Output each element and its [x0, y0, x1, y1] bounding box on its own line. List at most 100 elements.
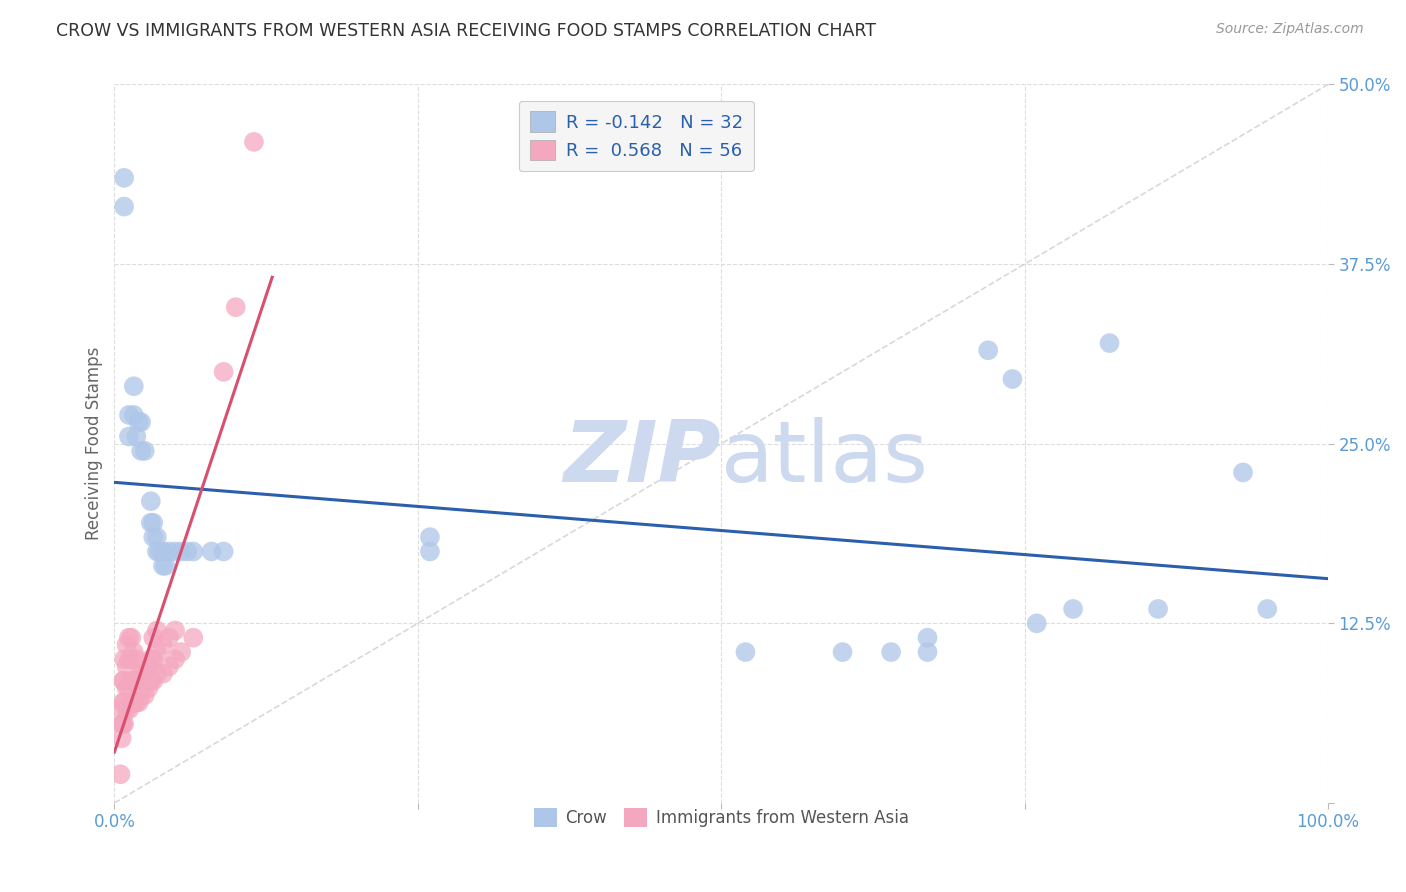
Point	[200, 544, 222, 558]
Point	[831, 645, 853, 659]
Point	[146, 645, 169, 659]
Point	[212, 544, 235, 558]
Point	[112, 695, 135, 709]
Point	[125, 429, 148, 443]
Point	[142, 516, 165, 530]
Point	[152, 638, 174, 652]
Point	[115, 702, 138, 716]
Point	[120, 695, 142, 709]
Point	[152, 666, 174, 681]
Point	[115, 681, 138, 695]
Point	[134, 666, 156, 681]
Point	[152, 544, 174, 558]
Point	[146, 544, 169, 558]
Point	[112, 652, 135, 666]
Point	[128, 673, 150, 688]
Point	[1001, 372, 1024, 386]
Point	[157, 631, 180, 645]
Point	[122, 408, 145, 422]
Point	[118, 702, 141, 716]
Point	[128, 415, 150, 429]
Point	[115, 638, 138, 652]
Point	[977, 343, 1000, 358]
Point	[112, 717, 135, 731]
Text: CROW VS IMMIGRANTS FROM WESTERN ASIA RECEIVING FOOD STAMPS CORRELATION CHART: CROW VS IMMIGRANTS FROM WESTERN ASIA REC…	[56, 22, 876, 40]
Point	[155, 558, 177, 573]
Point	[142, 673, 165, 688]
Point	[181, 631, 204, 645]
Point	[734, 645, 756, 659]
Point	[146, 624, 169, 638]
Point	[129, 666, 152, 681]
Point	[118, 429, 141, 443]
Point	[419, 530, 441, 544]
Point	[419, 544, 441, 558]
Point	[225, 300, 247, 314]
Point	[134, 688, 156, 702]
Point	[118, 681, 141, 695]
Point	[917, 631, 939, 645]
Point	[165, 652, 187, 666]
Point	[1256, 602, 1278, 616]
Y-axis label: Receiving Food Stamps: Receiving Food Stamps	[86, 347, 103, 541]
Point	[129, 415, 152, 429]
Point	[176, 544, 198, 558]
Point	[125, 695, 148, 709]
Point	[125, 652, 148, 666]
Point	[170, 645, 193, 659]
Text: Source: ZipAtlas.com: Source: ZipAtlas.com	[1216, 22, 1364, 37]
Legend: Crow, Immigrants from Western Asia: Crow, Immigrants from Western Asia	[527, 802, 915, 834]
Point	[111, 717, 134, 731]
Point	[146, 530, 169, 544]
Point	[112, 673, 135, 688]
Point	[118, 652, 141, 666]
Point	[138, 681, 160, 695]
Point	[122, 379, 145, 393]
Point	[212, 365, 235, 379]
Text: atlas: atlas	[721, 417, 929, 500]
Point	[917, 645, 939, 659]
Point	[118, 631, 141, 645]
Point	[111, 731, 134, 746]
Point	[111, 695, 134, 709]
Point	[880, 645, 903, 659]
Point	[139, 516, 162, 530]
Point	[128, 695, 150, 709]
Point	[112, 170, 135, 185]
Point	[243, 135, 266, 149]
Point	[1098, 336, 1121, 351]
Point	[115, 659, 138, 673]
Point	[139, 494, 162, 508]
Point	[134, 443, 156, 458]
Point	[111, 673, 134, 688]
Point	[120, 631, 142, 645]
Point	[122, 673, 145, 688]
Point	[120, 652, 142, 666]
Point	[181, 544, 204, 558]
Point	[120, 673, 142, 688]
Point	[170, 544, 193, 558]
Point	[146, 666, 169, 681]
Point	[165, 544, 187, 558]
Point	[157, 659, 180, 673]
Point	[111, 717, 134, 731]
Point	[129, 443, 152, 458]
Point	[118, 408, 141, 422]
Point	[142, 652, 165, 666]
Point	[1062, 602, 1084, 616]
Point	[125, 673, 148, 688]
Point	[122, 645, 145, 659]
Point	[1232, 466, 1254, 480]
Point	[1025, 616, 1047, 631]
Point	[1147, 602, 1170, 616]
Point	[138, 659, 160, 673]
Point	[122, 695, 145, 709]
Point	[112, 200, 135, 214]
Point	[110, 767, 132, 781]
Text: ZIP: ZIP	[564, 417, 721, 500]
Point	[157, 544, 180, 558]
Point	[139, 673, 162, 688]
Point	[139, 652, 162, 666]
Point	[142, 631, 165, 645]
Point	[111, 702, 134, 716]
